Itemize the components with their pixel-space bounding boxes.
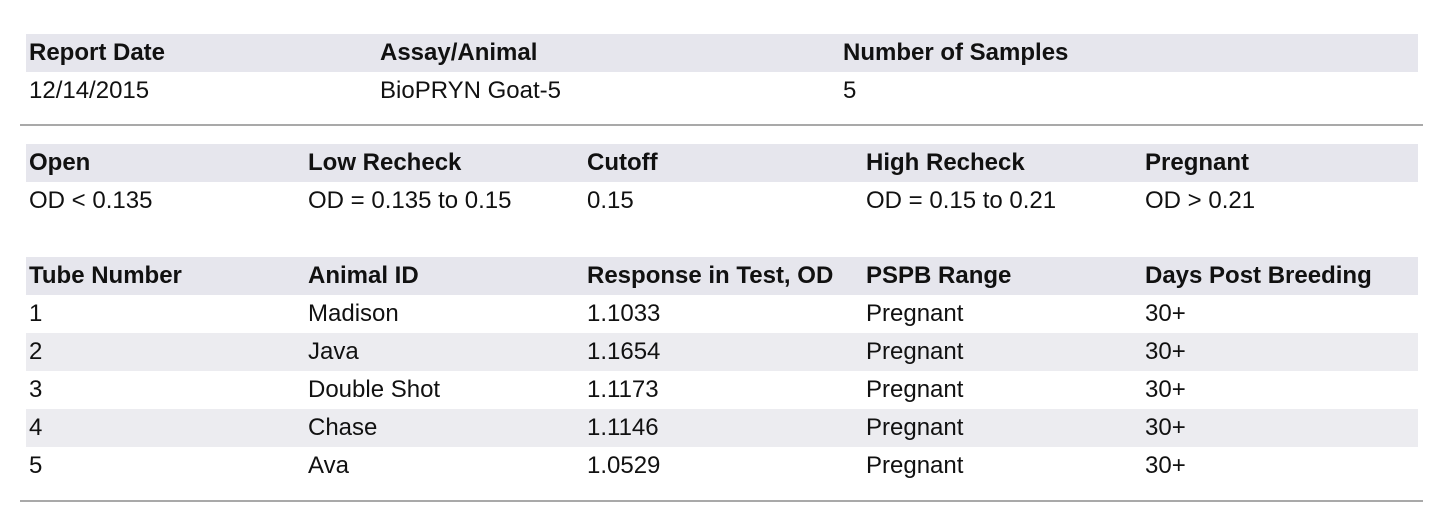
divider-bottom — [20, 500, 1423, 502]
pspb-range-header: PSPB Range — [866, 262, 1012, 289]
days-post-breeding-cell: 30+ — [1145, 300, 1186, 327]
table-row: 1 Madison 1.1033 Pregnant 30+ — [26, 295, 1418, 333]
animal-id-cell: Double Shot — [308, 376, 441, 403]
results-header-row: Tube Number Animal ID Response in Test, … — [26, 257, 1418, 295]
days-post-breeding-cell: 30+ — [1145, 338, 1186, 365]
report-info-value-row: 12/14/2015 BioPRYN Goat-5 5 — [26, 72, 1418, 110]
animal-id-cell: Ava — [308, 452, 349, 479]
high-recheck-value: OD = 0.15 to 0.21 — [866, 187, 1057, 214]
number-of-samples-value: 5 — [843, 77, 857, 104]
table-row: 3 Double Shot 1.1173 Pregnant 30+ — [26, 371, 1418, 409]
assay-animal-header: Assay/Animal — [380, 39, 538, 66]
days-post-breeding-cell: 30+ — [1145, 376, 1186, 403]
response-od-cell: 1.0529 — [587, 452, 661, 479]
tube-number-cell: 5 — [29, 452, 43, 479]
od-ranges-table: Open Low Recheck Cutoff High Recheck Pre… — [26, 144, 1418, 220]
report-info-table: Report Date Assay/Animal Number of Sampl… — [26, 34, 1418, 110]
cutoff-value: 0.15 — [587, 187, 634, 214]
pspb-range-cell: Pregnant — [866, 452, 964, 479]
animal-id-cell: Madison — [308, 300, 399, 327]
tube-number-cell: 4 — [29, 414, 43, 441]
pspb-range-cell: Pregnant — [866, 338, 964, 365]
pspb-range-cell: Pregnant — [866, 300, 964, 327]
animal-id-cell: Chase — [308, 414, 378, 441]
od-ranges-header-row: Open Low Recheck Cutoff High Recheck Pre… — [26, 144, 1418, 182]
response-od-cell: 1.1146 — [587, 414, 659, 441]
tube-number-cell: 2 — [29, 338, 43, 365]
report-date-value: 12/14/2015 — [29, 77, 150, 104]
animal-id-cell: Java — [308, 338, 359, 365]
table-row: 2 Java 1.1654 Pregnant 30+ — [26, 333, 1418, 371]
low-recheck-value: OD = 0.135 to 0.15 — [308, 187, 512, 214]
days-post-breeding-cell: 30+ — [1145, 414, 1186, 441]
response-od-cell: 1.1654 — [587, 338, 661, 365]
days-post-breeding-cell: 30+ — [1145, 452, 1186, 479]
tube-number-cell: 3 — [29, 376, 43, 403]
pspb-range-cell: Pregnant — [866, 414, 964, 441]
tube-number-cell: 1 — [29, 300, 43, 327]
low-recheck-header: Low Recheck — [308, 149, 462, 176]
high-recheck-header: High Recheck — [866, 149, 1025, 176]
open-value: OD < 0.135 — [29, 187, 153, 214]
report-date-header: Report Date — [29, 39, 166, 66]
pspb-range-cell: Pregnant — [866, 376, 964, 403]
response-od-header: Response in Test, OD — [587, 262, 834, 289]
pregnant-value: OD > 0.21 — [1145, 187, 1256, 214]
tube-number-header: Tube Number — [29, 262, 182, 289]
pregnant-header: Pregnant — [1145, 149, 1250, 176]
cutoff-header: Cutoff — [587, 149, 658, 176]
report-info-header-row: Report Date Assay/Animal Number of Sampl… — [26, 34, 1418, 72]
animal-id-header: Animal ID — [308, 262, 419, 289]
od-ranges-value-row: OD < 0.135 OD = 0.135 to 0.15 0.15 OD = … — [26, 182, 1418, 220]
divider-top — [20, 124, 1423, 126]
response-od-cell: 1.1033 — [587, 300, 661, 327]
results-table: Tube Number Animal ID Response in Test, … — [26, 257, 1418, 485]
open-header: Open — [29, 149, 91, 176]
assay-animal-value: BioPRYN Goat-5 — [380, 77, 561, 104]
days-post-breeding-header: Days Post Breeding — [1145, 262, 1372, 289]
table-row: 4 Chase 1.1146 Pregnant 30+ — [26, 409, 1418, 447]
number-of-samples-header: Number of Samples — [843, 39, 1069, 66]
response-od-cell: 1.1173 — [587, 376, 659, 403]
table-row: 5 Ava 1.0529 Pregnant 30+ — [26, 447, 1418, 485]
